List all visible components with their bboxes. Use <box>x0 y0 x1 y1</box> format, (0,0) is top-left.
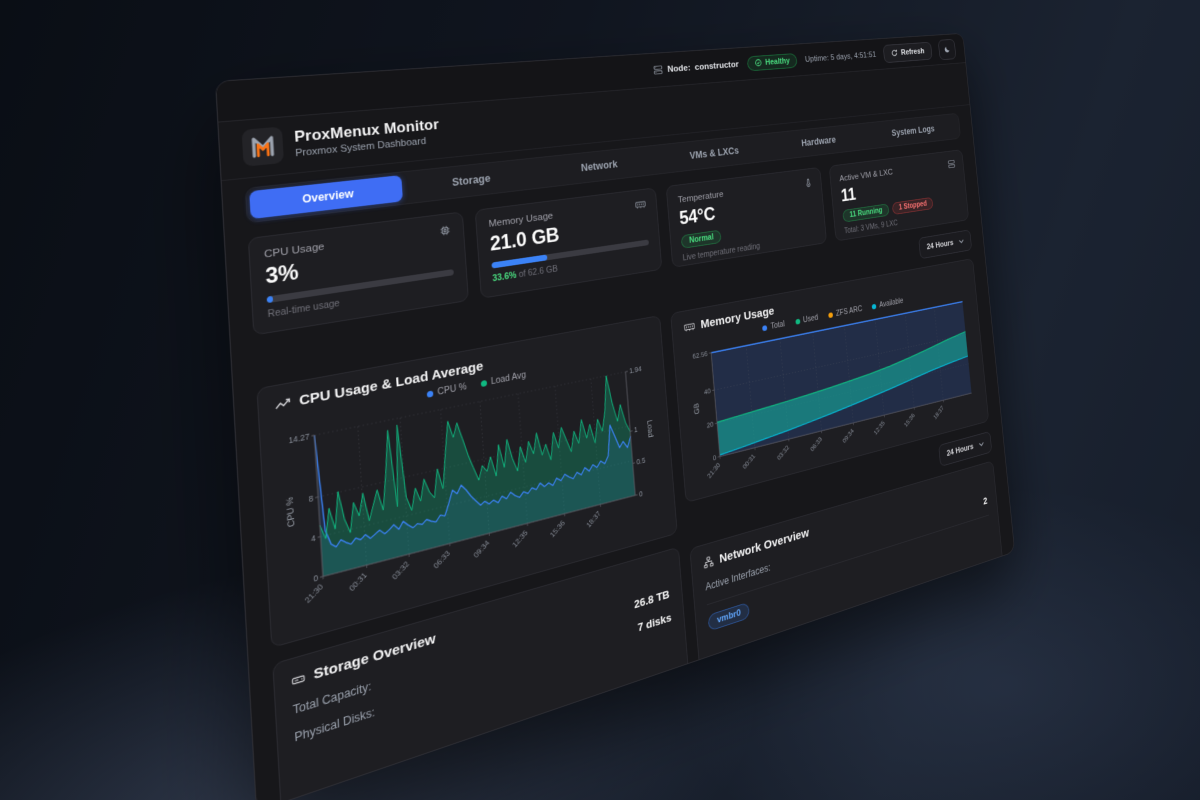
svg-text:20: 20 <box>706 420 713 429</box>
activity-icon <box>275 397 292 410</box>
temperature-status-badge: Normal <box>681 230 722 249</box>
svg-text:14.27: 14.27 <box>288 432 310 445</box>
svg-text:15:36: 15:36 <box>903 412 916 429</box>
memory-percent: 33.6% <box>492 271 517 284</box>
tab-hardware[interactable]: Hardware <box>767 125 868 158</box>
svg-text:21:30: 21:30 <box>706 461 722 480</box>
memory-icon <box>635 199 646 209</box>
title-block: ProxMenux Monitor Proxmox System Dashboa… <box>294 117 440 159</box>
svg-text:21:30: 21:30 <box>303 582 325 604</box>
left-column: CPU Usage & Load Average CPU % Load Avg 2… <box>256 315 690 800</box>
uptime-text: Uptime: 5 days, 4:51:51 <box>805 50 877 64</box>
node-label: Node: <box>667 63 691 74</box>
tab-overview[interactable]: Overview <box>249 175 402 219</box>
time-range-select-2[interactable]: 24 Hours <box>938 431 992 467</box>
legend-dot <box>828 312 833 318</box>
svg-text:06:33: 06:33 <box>809 435 823 453</box>
svg-text:00:31: 00:31 <box>741 452 756 470</box>
legend-dot <box>762 325 767 331</box>
svg-text:0: 0 <box>713 453 717 462</box>
svg-text:62.56: 62.56 <box>692 350 708 361</box>
memory-caption-suffix: of 62.6 GB <box>516 265 558 281</box>
chevron-down-icon <box>959 239 964 244</box>
svg-text:0: 0 <box>313 573 318 584</box>
cpu-chip-icon <box>439 224 451 237</box>
svg-text:12:35: 12:35 <box>511 528 530 548</box>
cpu-usage-card: CPU Usage 3% Real-time usage <box>248 211 469 335</box>
svg-text:06:33: 06:33 <box>432 549 452 570</box>
svg-text:15:36: 15:36 <box>548 519 566 539</box>
svg-text:18:37: 18:37 <box>932 404 945 420</box>
svg-text:18:37: 18:37 <box>585 509 603 529</box>
vm-running-badge: 11 Running <box>842 203 889 222</box>
tab-storage[interactable]: Storage <box>401 161 538 202</box>
refresh-label: Refresh <box>901 47 925 57</box>
legend-dot <box>795 319 800 325</box>
storage-disks-value: 7 disks <box>637 611 672 634</box>
legend-item: Total <box>762 320 785 333</box>
dashboard-panel: Node: constructor Healthy Uptime: 5 days… <box>215 33 1015 800</box>
health-label: Healthy <box>765 56 790 67</box>
network-icon <box>703 555 714 569</box>
network-overview-card: Network Overview Active Interfaces: 2 vm… <box>689 460 1005 692</box>
network-interfaces-value: 2 <box>983 495 988 507</box>
memory-usage-card: Memory Usage 21.0 GB 33.6% of 62.6 GB <box>475 187 663 298</box>
tab-network[interactable]: Network <box>536 148 659 186</box>
memory-chart-icon <box>684 321 696 333</box>
server-icon <box>653 65 663 76</box>
tab-vms-lxcs[interactable]: VMs & LXCs <box>657 136 768 171</box>
theme-toggle-button[interactable] <box>938 39 956 60</box>
svg-text:09:34: 09:34 <box>472 538 491 559</box>
svg-text:40: 40 <box>704 387 711 396</box>
time-range-value: 24 Hours <box>926 239 953 252</box>
thermometer-icon <box>804 178 813 189</box>
svg-text:09:34: 09:34 <box>841 427 855 444</box>
storage-capacity-value: 26.8 TB <box>634 588 670 611</box>
interface-badge: vmbr0 <box>708 602 750 632</box>
svg-text:12:35: 12:35 <box>872 419 885 436</box>
svg-text:4: 4 <box>311 533 316 543</box>
time-range-select[interactable]: 24 Hours <box>918 229 972 259</box>
legend-dot <box>872 304 877 310</box>
refresh-icon <box>891 49 898 57</box>
svg-text:GB: GB <box>693 402 702 415</box>
temperature-card: Temperature 54°C Normal Live temperature… <box>666 167 827 268</box>
svg-text:03:32: 03:32 <box>390 560 411 582</box>
node-indicator: Node: constructor <box>653 59 739 75</box>
svg-text:03:32: 03:32 <box>776 444 791 462</box>
svg-text:CPU %: CPU % <box>285 496 298 528</box>
active-vm-lxc-card: Active VM & LXC 11 11 Running 1 Stopped … <box>829 149 969 241</box>
svg-text:8: 8 <box>308 493 313 503</box>
node-value: constructor <box>694 60 739 72</box>
background: Node: constructor Healthy Uptime: 5 days… <box>0 0 1200 800</box>
vm-stopped-badge: 1 Stopped <box>892 197 934 215</box>
refresh-button[interactable]: Refresh <box>883 42 933 63</box>
hdd-icon <box>291 670 306 688</box>
legend-dot <box>480 380 486 387</box>
chevron-down-icon-2 <box>979 441 984 447</box>
svg-text:Load: Load <box>645 419 654 438</box>
svg-text:1: 1 <box>634 426 638 435</box>
cpu-progress-fill <box>267 296 273 303</box>
time-range-value-2: 24 Hours <box>946 442 973 458</box>
svg-text:0.5: 0.5 <box>636 456 646 466</box>
proxmenux-logo-icon <box>242 127 284 167</box>
legend-dot <box>427 390 434 397</box>
moon-icon <box>943 45 950 54</box>
server-stack-icon <box>947 159 955 169</box>
check-circle-icon <box>754 58 762 67</box>
svg-text:1.94: 1.94 <box>629 364 642 374</box>
svg-text:0: 0 <box>639 489 643 498</box>
tab-system-logs[interactable]: System Logs <box>866 116 958 147</box>
svg-text:00:31: 00:31 <box>347 571 369 593</box>
network-divider <box>707 514 989 604</box>
health-badge: Healthy <box>747 53 798 71</box>
right-column: Memory Usage Total Used ZFS ARC Available 2… <box>670 258 1005 692</box>
